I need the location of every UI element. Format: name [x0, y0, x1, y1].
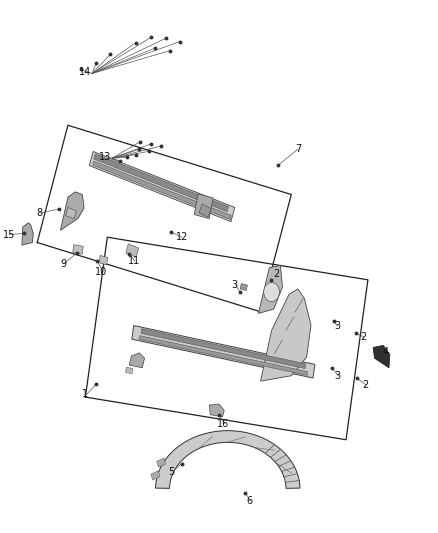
Circle shape: [264, 282, 279, 302]
Polygon shape: [129, 353, 145, 368]
Text: 2: 2: [273, 270, 279, 279]
Text: 1: 1: [82, 390, 88, 399]
Text: 15: 15: [4, 230, 16, 239]
Text: 5: 5: [168, 467, 174, 477]
Polygon shape: [22, 223, 33, 245]
Text: 14: 14: [79, 67, 92, 77]
Text: 9: 9: [60, 259, 67, 269]
Polygon shape: [139, 336, 308, 375]
Text: 11: 11: [127, 256, 140, 266]
Text: 12: 12: [176, 232, 188, 242]
Polygon shape: [126, 244, 139, 257]
Polygon shape: [89, 151, 235, 222]
Polygon shape: [261, 289, 311, 381]
Polygon shape: [66, 207, 76, 219]
Polygon shape: [126, 367, 133, 374]
Polygon shape: [151, 471, 160, 480]
Text: 16: 16: [217, 419, 230, 429]
Text: 10: 10: [95, 267, 107, 277]
Polygon shape: [73, 245, 83, 254]
Text: 2: 2: [360, 332, 367, 342]
Text: 8: 8: [36, 208, 42, 218]
Text: 7: 7: [295, 144, 301, 154]
Text: 3: 3: [231, 280, 237, 290]
Polygon shape: [141, 329, 306, 368]
Polygon shape: [99, 255, 108, 265]
Polygon shape: [258, 265, 283, 313]
Polygon shape: [94, 154, 229, 212]
Polygon shape: [194, 194, 213, 219]
Polygon shape: [155, 431, 300, 488]
Text: 4: 4: [382, 347, 389, 357]
Text: 3: 3: [334, 371, 340, 381]
Polygon shape: [373, 345, 390, 368]
Polygon shape: [93, 161, 231, 220]
Text: 3: 3: [334, 321, 340, 331]
Text: 13: 13: [99, 152, 111, 162]
Polygon shape: [60, 192, 84, 230]
Text: 6: 6: [247, 496, 253, 506]
Polygon shape: [209, 404, 224, 417]
Text: 2: 2: [363, 380, 369, 390]
Polygon shape: [199, 204, 211, 217]
Polygon shape: [132, 326, 315, 378]
Polygon shape: [240, 284, 247, 290]
Polygon shape: [156, 458, 166, 467]
